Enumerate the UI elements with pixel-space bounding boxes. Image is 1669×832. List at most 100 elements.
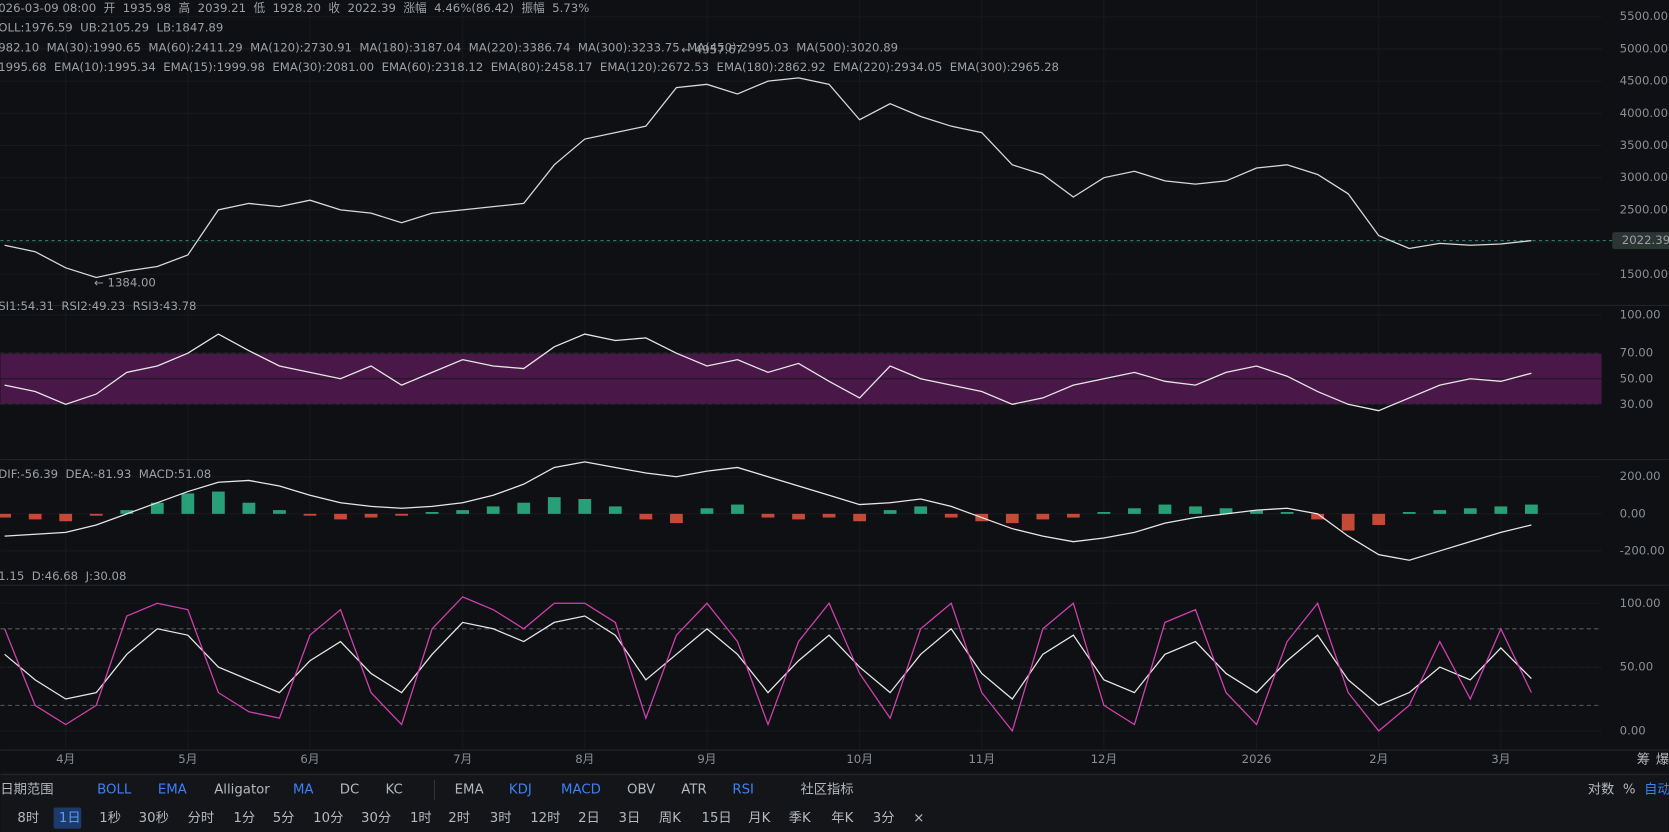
- histogram-bar: [1280, 511, 1294, 514]
- interval-button[interactable]: 1分: [233, 810, 255, 826]
- y-tick-label: 1500.00: [1620, 267, 1668, 281]
- legend-item: EMA(10):1995.34: [54, 60, 156, 74]
- interval-button[interactable]: 1日: [59, 811, 81, 826]
- histogram-bar: [670, 513, 683, 524]
- interval-button[interactable]: 3分: [873, 810, 895, 826]
- histogram-bar: [1402, 511, 1416, 514]
- legend-item: MA(450):2995.03: [687, 40, 789, 54]
- legend-item: 1995.68: [0, 60, 47, 74]
- indicator-button[interactable]: OBV: [627, 782, 655, 797]
- legend-item: 5.73%: [552, 1, 589, 15]
- legend-item: MA(500):3020.89: [796, 40, 898, 54]
- interval-button[interactable]: 30秒: [139, 810, 169, 826]
- indicator-button[interactable]: RSI: [732, 782, 754, 797]
- indicator-legend: DEA:-81.93: [66, 467, 132, 481]
- series-line: [4, 596, 1532, 733]
- interval-button[interactable]: 10分: [313, 810, 343, 826]
- histogram-bar: [150, 502, 164, 514]
- series-line: [4, 461, 1532, 561]
- interval-button[interactable]: 3日: [619, 811, 641, 826]
- legend-item: 026-03-09 08:00: [0, 1, 96, 15]
- legend-item: UB:2105.29: [80, 21, 149, 35]
- legend-item: EMA(120):2672.53: [600, 60, 709, 74]
- interval-button[interactable]: 1时: [410, 810, 432, 826]
- interval-button[interactable]: 3时: [490, 810, 512, 826]
- indicator-button[interactable]: MA: [293, 782, 314, 797]
- indicator-button[interactable]: DC: [340, 782, 360, 797]
- y-tick-label: 70.00: [1620, 346, 1653, 360]
- legend-item: MA(180):3187.04: [359, 40, 461, 54]
- indicator-button[interactable]: EMA: [455, 782, 484, 797]
- interval-button[interactable]: 分时: [188, 810, 215, 826]
- legend-item: MA(220):3386.74: [469, 40, 571, 54]
- legend-item: 开: [104, 1, 116, 15]
- y-tick-label: 100.00: [1620, 596, 1661, 610]
- indicator-button[interactable]: ATR: [681, 782, 706, 797]
- legend-item: EMA(80):2458.17: [491, 60, 593, 74]
- indicator-legend: J:30.08: [85, 569, 127, 583]
- indicator-button[interactable]: KC: [386, 782, 403, 797]
- histogram-bar: [914, 506, 928, 514]
- series-line: [4, 77, 1532, 279]
- legend-item: 2039.21: [198, 1, 246, 15]
- legend-item: 收: [328, 1, 340, 15]
- interval-button[interactable]: 周K: [659, 811, 681, 826]
- y-tick-label: 30.00: [1620, 397, 1653, 411]
- indicator-button[interactable]: Alligator: [214, 782, 270, 797]
- interval-button[interactable]: 季K: [789, 810, 811, 826]
- interval-button[interactable]: 5分: [273, 810, 295, 826]
- interval-button[interactable]: 12时: [530, 810, 560, 826]
- legend-item: MA(120):2730.91: [250, 40, 352, 54]
- histogram-bar: [761, 513, 775, 518]
- x-tick-label: 5月: [178, 752, 197, 766]
- legend-item: 涨幅: [403, 1, 427, 15]
- legend-item: 低: [253, 1, 265, 15]
- histogram-bar: [578, 498, 592, 514]
- legend-item: OLL:1976.59: [0, 21, 73, 35]
- interval-button[interactable]: 月K: [748, 811, 770, 826]
- indicator-button[interactable]: 自动: [1644, 781, 1669, 797]
- interval-button[interactable]: 30分: [361, 810, 391, 826]
- indicator-button[interactable]: KDJ: [509, 782, 532, 797]
- interval-button[interactable]: 8时: [17, 810, 39, 826]
- interval-button[interactable]: 2日: [578, 811, 600, 826]
- histogram-bar: [1372, 513, 1386, 525]
- y-tick-label: 50.00: [1620, 660, 1653, 674]
- histogram-bar: [1066, 513, 1080, 518]
- last-price-label: 2022.39: [1622, 233, 1669, 247]
- interval-button[interactable]: 1秒: [99, 810, 121, 826]
- low-marker: ← 1384.00: [94, 276, 156, 290]
- indicator-button[interactable]: EMA: [158, 782, 187, 797]
- legend-item: 振幅: [521, 1, 545, 15]
- y-tick-label: 5000.00: [1620, 41, 1668, 55]
- x-tick-label: 7月: [453, 752, 472, 766]
- indicator-button[interactable]: 社区指标: [800, 781, 853, 797]
- y-tick-label: 4000.00: [1620, 106, 1668, 120]
- interval-button[interactable]: 年K: [831, 810, 853, 826]
- histogram-bar: [700, 508, 714, 514]
- y-tick-label: 100.00: [1620, 307, 1661, 321]
- legend-item: EMA(300):2965.28: [950, 60, 1059, 74]
- indicator-button[interactable]: 日期范围: [0, 781, 53, 797]
- y-tick-label: 3000.00: [1620, 170, 1668, 184]
- indicator-legend: RSI3:43.78: [133, 299, 197, 313]
- indicator-button[interactable]: MACD: [561, 782, 601, 797]
- interval-button[interactable]: 2时: [448, 810, 470, 826]
- legend-item: MA(30):1990.65: [47, 40, 141, 54]
- legend-item: 4.46%(86.42): [434, 1, 514, 15]
- interval-button[interactable]: 15日: [702, 811, 732, 826]
- axis-button[interactable]: 爆: [1656, 752, 1669, 768]
- histogram-bar: [1036, 513, 1050, 520]
- histogram-bar: [1494, 506, 1508, 514]
- indicator-button[interactable]: %: [1623, 782, 1636, 797]
- indicator-button[interactable]: BOLL: [97, 782, 132, 797]
- x-tick-label: 3月: [1491, 752, 1510, 766]
- indicator-button[interactable]: 对数: [1588, 781, 1615, 797]
- axis-button[interactable]: 筹: [1637, 751, 1650, 768]
- histogram-bar: [822, 513, 836, 518]
- histogram-bar: [792, 513, 805, 520]
- interval-button[interactable]: ×: [913, 811, 924, 826]
- toolbar: [0, 772, 1669, 832]
- series-line: [4, 615, 1532, 707]
